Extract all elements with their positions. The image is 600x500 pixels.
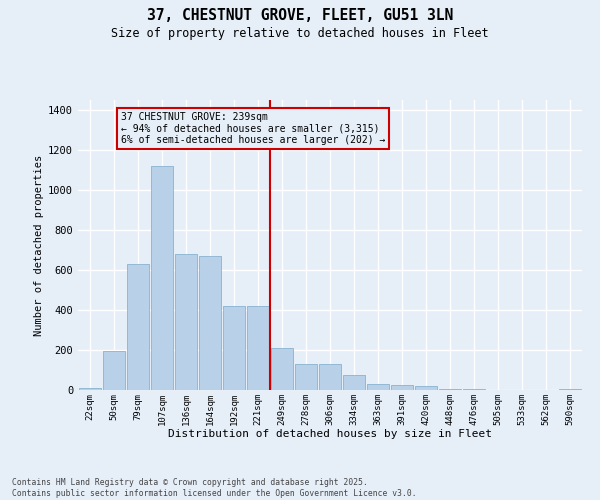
Bar [559, 389, 581, 390]
Bar [391, 385, 413, 390]
Bar [295, 364, 317, 390]
Bar [127, 264, 149, 390]
Bar [439, 389, 461, 390]
Bar [367, 384, 389, 390]
Bar [223, 306, 245, 390]
Y-axis label: Number of detached properties: Number of detached properties [34, 154, 44, 336]
Bar [343, 375, 365, 390]
X-axis label: Distribution of detached houses by size in Fleet: Distribution of detached houses by size … [168, 429, 492, 439]
Bar [175, 254, 197, 390]
Text: Contains HM Land Registry data © Crown copyright and database right 2025.
Contai: Contains HM Land Registry data © Crown c… [12, 478, 416, 498]
Bar [463, 389, 485, 390]
Text: Size of property relative to detached houses in Fleet: Size of property relative to detached ho… [111, 28, 489, 40]
Bar [247, 306, 269, 390]
Text: 37 CHESTNUT GROVE: 239sqm
← 94% of detached houses are smaller (3,315)
6% of sem: 37 CHESTNUT GROVE: 239sqm ← 94% of detac… [121, 112, 386, 145]
Bar [151, 166, 173, 390]
Bar [271, 348, 293, 390]
Bar [415, 386, 437, 390]
Bar [103, 351, 125, 390]
Bar [199, 256, 221, 390]
Bar [79, 388, 101, 390]
Bar [319, 364, 341, 390]
Text: 37, CHESTNUT GROVE, FLEET, GU51 3LN: 37, CHESTNUT GROVE, FLEET, GU51 3LN [147, 8, 453, 22]
